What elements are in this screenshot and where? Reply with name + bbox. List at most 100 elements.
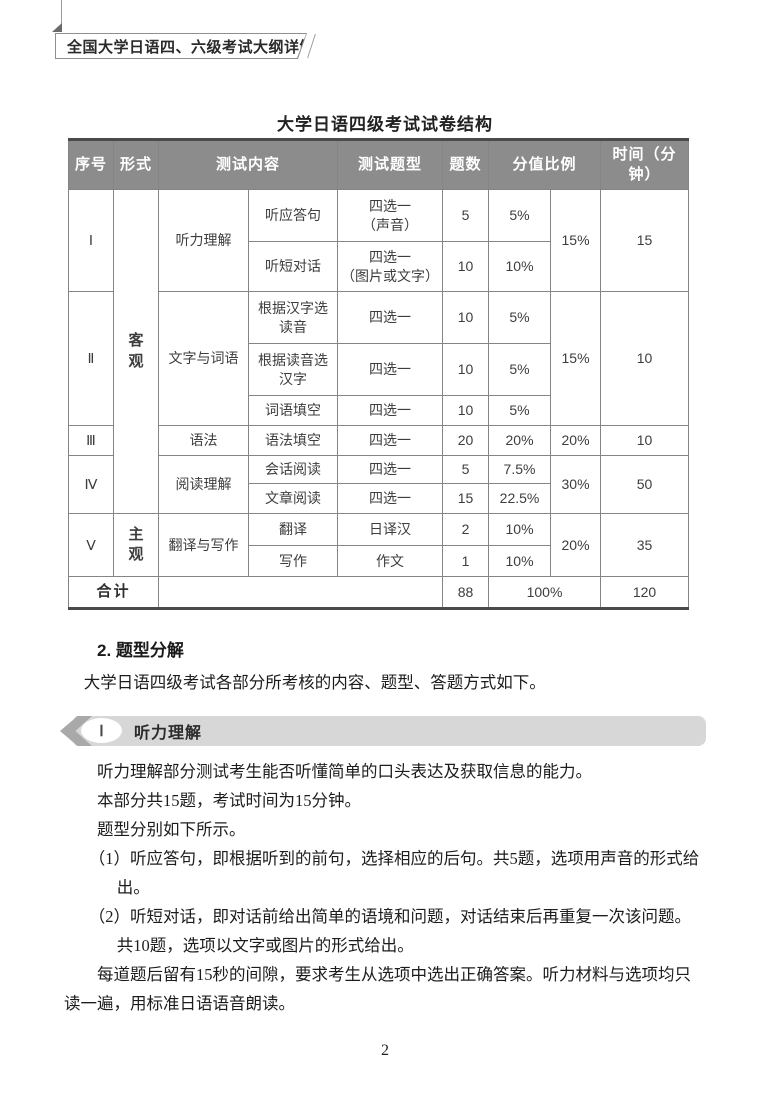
cell-count: 2 xyxy=(442,513,490,546)
cell-score: 10% xyxy=(488,241,552,292)
cell-sub: 听短对话 xyxy=(247,241,339,292)
cell-count: 20 xyxy=(442,425,490,456)
body-line: 题型分别如下所示。 xyxy=(97,820,246,839)
cell-qtype: 作文 xyxy=(337,545,444,577)
col-header-time: 时间（分钟） xyxy=(600,139,690,190)
header-tab: 全国大学日语四、六级考试大纲详解 xyxy=(55,33,307,59)
table-row: Ⅳ 阅读理解 会话阅读 四选一 5 7.5% 30% 50 xyxy=(68,455,690,514)
cell-score: 22.5% xyxy=(488,483,552,514)
cell-score: 5% xyxy=(488,291,552,344)
cell-sub: 会话阅读 xyxy=(247,455,339,484)
table-total-row: 合计 88 100% 120 xyxy=(68,576,690,609)
table-row: Ⅲ 语法 语法填空 四选一 20 20% 20% 10 xyxy=(68,425,690,456)
cell-content: 阅读理解 xyxy=(158,455,249,514)
cell-sub: 听应答句 xyxy=(247,189,339,242)
cell-score: 20% xyxy=(488,425,552,456)
cell-qtype: 四选一 xyxy=(337,425,444,456)
cell-total-count: 88 xyxy=(442,576,490,609)
cell-total-time: 120 xyxy=(600,576,690,609)
cell-sub: 翻译 xyxy=(247,513,339,546)
cell-sub: 文章阅读 xyxy=(247,483,339,514)
cell-count: 10 xyxy=(442,343,490,396)
col-header-ratio: 分值比例 xyxy=(488,139,602,190)
cell-score: 5% xyxy=(488,343,552,396)
body-line: 读一遍，用标准日语语音朗读。 xyxy=(64,994,295,1013)
col-header-no: 序号 xyxy=(68,139,114,190)
table-row: 文章阅读 四选一 15 22.5% xyxy=(69,483,689,514)
table-row: 写作 作文 1 10% xyxy=(69,545,689,577)
table-row: Ⅰ 客 观 听力理解 听应答句 四选一 （声音） 5 5% 15% 15 xyxy=(68,189,690,514)
cell-group-score: 15% xyxy=(550,189,602,292)
cell-count: 1 xyxy=(442,545,490,577)
cell-score: 5% xyxy=(488,395,552,426)
cell-score: 7.5% xyxy=(488,455,552,484)
cell-qtype: 日译汉 xyxy=(337,513,444,546)
cell-count: 10 xyxy=(442,241,490,292)
cell-sub: 词语填空 xyxy=(247,395,339,426)
cell-sub: 语法填空 xyxy=(247,425,339,456)
exam-structure-table: 序号 形式 测试内容 测试题型 题数 分值比例 时间（分钟） Ⅰ 客 观 听力理… xyxy=(68,138,690,610)
body-line: （1）听应答句，即根据听到的前句，选择相应的后句。共5题，选项用声音的形式给 xyxy=(88,849,700,868)
cell-form-subjective: 主 观 xyxy=(113,513,159,577)
cell-qtype: 四选一 xyxy=(337,455,444,484)
cell-no: Ⅳ xyxy=(68,455,114,514)
cell-total-empty xyxy=(157,576,444,609)
col-header-count: 题数 xyxy=(442,139,490,190)
cell-count: 5 xyxy=(442,455,490,484)
cell-content: 语法 xyxy=(158,425,249,456)
cell-qtype: 四选一 xyxy=(337,291,444,344)
cell-sub: 根据汉字选 读音 xyxy=(247,291,339,344)
header-tab-title: 全国大学日语四、六级考试大纲详解 xyxy=(67,38,316,56)
cell-no: Ⅴ xyxy=(68,513,114,577)
cell-content: 文字与词语 xyxy=(158,291,249,426)
cell-qtype: 四选一 （图片或文字） xyxy=(337,241,444,292)
body-line: 本部分共15题，考试时间为15分钟。 xyxy=(97,791,361,810)
body-line: 共10题，选项以文字或图片的形式给出。 xyxy=(116,936,414,955)
cell-time: 35 xyxy=(600,513,690,577)
cell-no: Ⅲ xyxy=(68,425,114,456)
cell-no: Ⅰ xyxy=(68,189,114,292)
section-intro: 大学日语四级考试各部分所考核的内容、题型、答题方式如下。 xyxy=(83,673,546,692)
table-title: 大学日语四级考试试卷结构 xyxy=(277,115,493,134)
cell-sub: 根据读音选 汉字 xyxy=(247,343,339,396)
cell-no: Ⅱ xyxy=(68,291,114,426)
banner-numeral-badge: Ⅰ xyxy=(81,718,122,743)
banner-bar xyxy=(74,716,706,746)
cell-total-label: 合计 xyxy=(68,576,159,609)
cell-form-objective: 客 观 xyxy=(113,189,159,514)
cell-count: 10 xyxy=(442,395,490,426)
banner-numeral: Ⅰ xyxy=(99,722,104,740)
cell-qtype: 四选一 xyxy=(337,395,444,426)
table-row: 根据读音选 汉字 四选一 10 5% xyxy=(69,343,689,396)
tab-slash-decoration xyxy=(307,34,316,58)
table-header-row: 序号 形式 测试内容 测试题型 题数 分值比例 时间（分钟） xyxy=(68,139,690,190)
cell-group-score: 15% xyxy=(550,291,602,426)
cell-count: 10 xyxy=(442,291,490,344)
cell-qtype: 四选一 xyxy=(337,483,444,514)
part-banner: Ⅰ 听力理解 xyxy=(60,716,706,746)
cell-time: 15 xyxy=(600,189,690,292)
cell-content: 翻译与写作 xyxy=(158,513,249,577)
cell-qtype: 四选一 xyxy=(337,343,444,396)
col-header-qtype: 测试题型 xyxy=(337,139,444,190)
cell-group-score: 20% xyxy=(550,425,602,456)
cell-content: 听力理解 xyxy=(158,189,249,292)
cell-count: 5 xyxy=(442,189,490,242)
body-text: 听力理解部分测试考生能否听懂简单的口头表达及获取信息的能力。 本部分共15题，考… xyxy=(64,757,706,1018)
section-heading: 2. 题型分解 xyxy=(97,641,184,660)
table-row: 听短对话 四选一 （图片或文字） 10 10% xyxy=(69,241,689,292)
cell-sub: 写作 xyxy=(247,545,339,577)
cell-group-score: 30% xyxy=(550,455,602,514)
cell-score: 10% xyxy=(488,513,552,546)
cell-count: 15 xyxy=(442,483,490,514)
body-line: 每道题后留有15秒的间隙，要求考生从选项中选出正确答案。听力材料与选项均只 xyxy=(97,965,691,984)
col-header-content: 测试内容 xyxy=(157,139,339,190)
col-header-form: 形式 xyxy=(113,139,159,190)
cell-time: 10 xyxy=(600,425,690,456)
corner-line xyxy=(61,0,62,24)
cell-time: 10 xyxy=(600,291,690,426)
body-line: 听力理解部分测试考生能否听懂简单的口头表达及获取信息的能力。 xyxy=(97,762,592,781)
body-line: 出。 xyxy=(116,878,150,897)
corner-fold-icon xyxy=(52,23,62,32)
cell-total-score: 100% xyxy=(488,576,602,609)
